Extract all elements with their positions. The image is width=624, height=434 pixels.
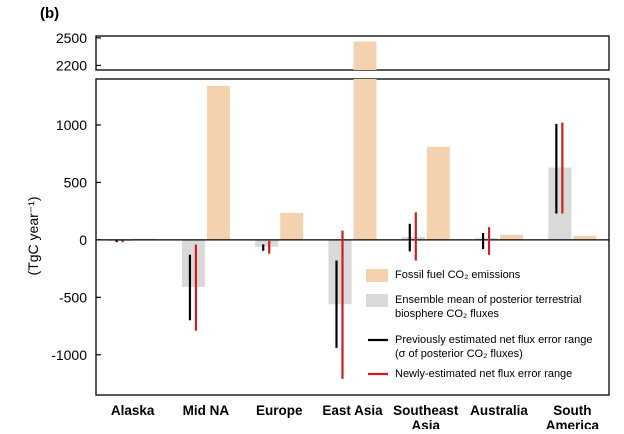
fossil-bar	[280, 212, 304, 240]
legend-swatch-bio	[366, 294, 388, 307]
y-tick-label-lower: 500	[64, 174, 88, 190]
biosphere-bar	[255, 239, 279, 247]
fossil-bar	[573, 235, 597, 240]
fossil-bar	[426, 146, 450, 240]
biosphere-bar	[401, 237, 425, 240]
x-tick-label-line: East Asia	[322, 403, 383, 418]
legend: Fossil fuel CO₂ emissions Ensemble mean o…	[366, 269, 592, 380]
x-tick-label: Mid NA	[183, 403, 230, 418]
biosphere-bar	[181, 239, 205, 287]
legend-label-line: Fossil fuel CO₂ emissions	[395, 269, 521, 281]
y-tick-label-upper: 2500	[56, 30, 87, 46]
x-axis: Alaska Mid NA Europe East Asia Southeast Asia…	[111, 403, 600, 433]
biosphere-bar	[475, 238, 499, 240]
x-tick-label-line: Alaska	[111, 403, 155, 418]
fossil-bar	[206, 85, 230, 240]
y-tick-label-lower: -500	[59, 289, 87, 305]
legend-label-line: (σ of posterior CO₂ fluxes)	[395, 348, 523, 360]
x-tick-label: Australia	[470, 403, 528, 418]
biosphere-bar	[328, 239, 352, 305]
y-axis: 2500 2200 1000 500 0 -500 -1000	[51, 30, 101, 363]
y-tick-label-lower: 1000	[56, 117, 87, 133]
x-tick-label-line: South	[553, 403, 591, 418]
legend-label: Newly-estimated net flux error range	[395, 368, 572, 380]
y-tick-label-upper: 2200	[56, 57, 87, 73]
x-tick-label-line: Europe	[256, 403, 303, 418]
legend-label: Previously estimated net flux error rang…	[395, 334, 592, 360]
biosphere-bar	[548, 167, 572, 240]
x-tick-label: South America	[546, 403, 600, 429]
x-tick-label: Southeast Asia	[393, 403, 459, 429]
lower-plot-frame	[95, 78, 610, 396]
legend-label-line: biosphere CO₂ fluxes	[395, 308, 499, 320]
x-tick-label: Alaska	[111, 403, 155, 418]
error-bars-layer	[115, 122, 564, 379]
legend-swatch-fossil	[366, 269, 388, 282]
y-axis-label: (TgC year⁻¹)	[25, 197, 41, 276]
x-tick-label: East Asia	[322, 403, 383, 418]
legend-label-line: Newly-estimated net flux error range	[395, 368, 572, 380]
bars-layer	[96, 41, 609, 305]
legend-label-line: Previously estimated net flux error rang…	[395, 334, 592, 346]
legend-label: Ensemble mean of posterior terrestrial bi…	[395, 294, 581, 320]
fossil-bar	[353, 79, 377, 240]
x-tick-label-line: America	[546, 418, 600, 429]
x-tick-label-line: Mid NA	[183, 403, 230, 418]
x-tick-label-line: Southeast	[393, 403, 459, 418]
panel-label: (b)	[40, 5, 59, 22]
x-tick-label: Europe	[256, 403, 303, 418]
upper-plot-frame	[95, 35, 610, 71]
x-tick-label-line: Australia	[470, 403, 528, 418]
legend-label: Fossil fuel CO₂ emissions	[395, 269, 521, 281]
legend-label-line: Ensemble mean of posterior terrestrial	[395, 294, 581, 306]
fossil-bar	[500, 234, 524, 240]
y-tick-label-lower: 0	[79, 232, 87, 248]
fossil-bar-upper	[353, 41, 377, 70]
x-tick-label-line: Asia	[412, 418, 441, 429]
y-tick-label-lower: -1000	[51, 347, 87, 363]
